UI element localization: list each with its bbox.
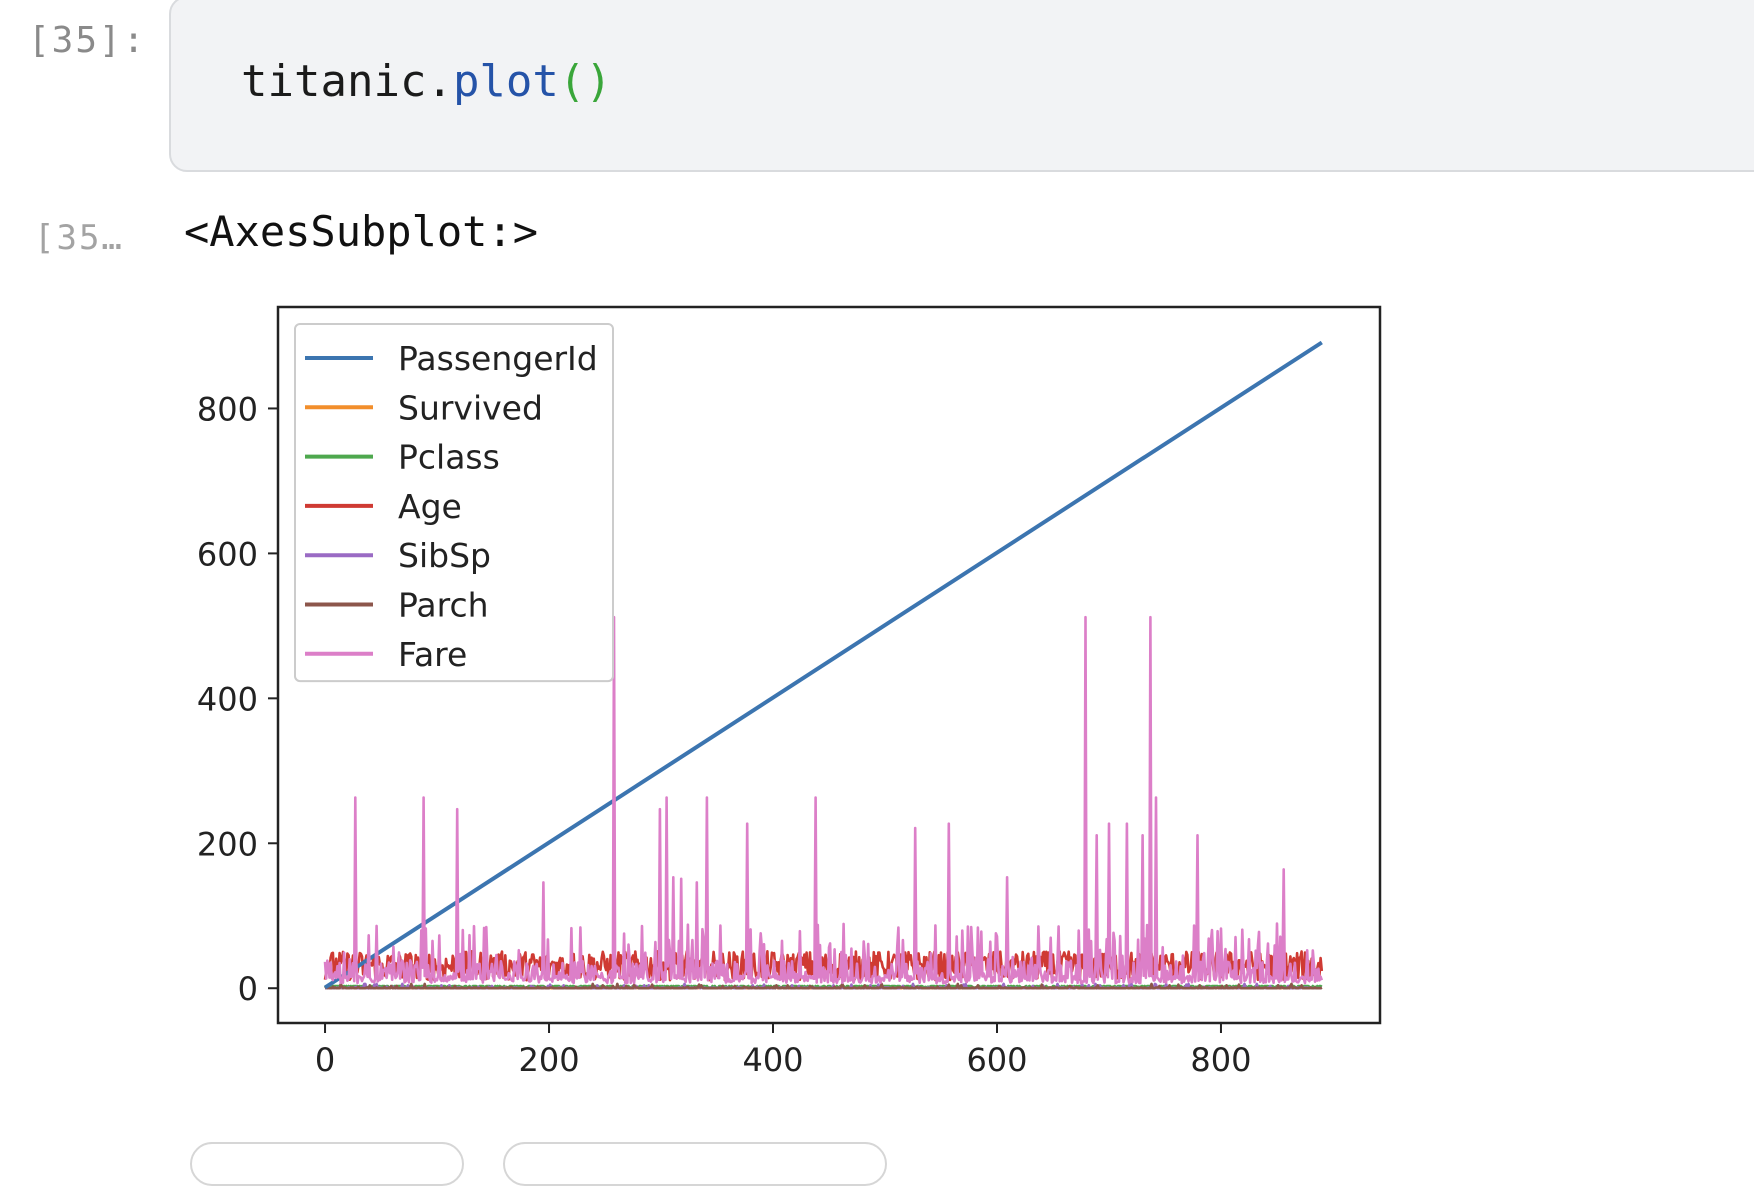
x-tick-label: 400 bbox=[742, 1041, 803, 1079]
output-tab-2[interactable] bbox=[503, 1142, 887, 1186]
legend-box bbox=[294, 323, 614, 683]
input-prompt: [35]: bbox=[28, 20, 147, 61]
legend-label: Parch bbox=[398, 586, 489, 625]
x-tick-label: 0 bbox=[315, 1041, 335, 1079]
code-parens: () bbox=[558, 56, 612, 107]
y-tick-label: 800 bbox=[197, 390, 258, 428]
series-line-survived bbox=[324, 986, 1323, 990]
legend-label: PassengerId bbox=[398, 339, 598, 378]
series-line-parch bbox=[324, 982, 1323, 990]
y-tick-label: 600 bbox=[197, 535, 258, 573]
y-tick-label: 200 bbox=[197, 825, 258, 863]
x-tick-label: 600 bbox=[966, 1041, 1027, 1079]
legend: PassengerId Survived Pclass Age SibSp Parch Fa… bbox=[294, 323, 614, 683]
code-method: plot bbox=[452, 56, 559, 107]
series-line-fare bbox=[323, 615, 1324, 985]
plot-frame bbox=[276, 305, 1382, 1025]
series-line-age bbox=[323, 950, 1324, 982]
series-line-sibsp bbox=[324, 982, 1322, 990]
output-prompt: [35… bbox=[34, 218, 124, 258]
series-group bbox=[323, 340, 1324, 990]
legend-label: Survived bbox=[398, 388, 543, 427]
legend-label: SibSp bbox=[398, 536, 491, 575]
code-line[interactable]: titanic.plot() bbox=[241, 56, 612, 107]
legend-label: Fare bbox=[398, 635, 467, 674]
y-axis: 0 200 400 600 800 bbox=[197, 390, 278, 1008]
code-object: titanic bbox=[241, 56, 427, 107]
series-line-passengerid bbox=[323, 340, 1323, 990]
output-tab-1[interactable] bbox=[190, 1142, 464, 1186]
legend-label: Age bbox=[398, 487, 462, 526]
y-tick-label: 400 bbox=[197, 680, 258, 718]
x-axis: 0 200 400 600 800 bbox=[315, 1023, 1252, 1079]
x-tick-label: 800 bbox=[1190, 1041, 1251, 1079]
legend-label: Pclass bbox=[398, 438, 500, 477]
y-tick-label: 0 bbox=[238, 970, 258, 1008]
series-line-pclass bbox=[323, 984, 1323, 989]
output-text: <AxesSubplot:> bbox=[184, 207, 539, 256]
x-tick-label: 200 bbox=[518, 1041, 579, 1079]
code-dot: . bbox=[426, 56, 453, 107]
code-cell-input[interactable]: titanic.plot() bbox=[169, 0, 1754, 172]
line-chart: 0 200 400 600 800 0 200 400 600 800 PassengerId S… bbox=[197, 305, 1382, 1079]
